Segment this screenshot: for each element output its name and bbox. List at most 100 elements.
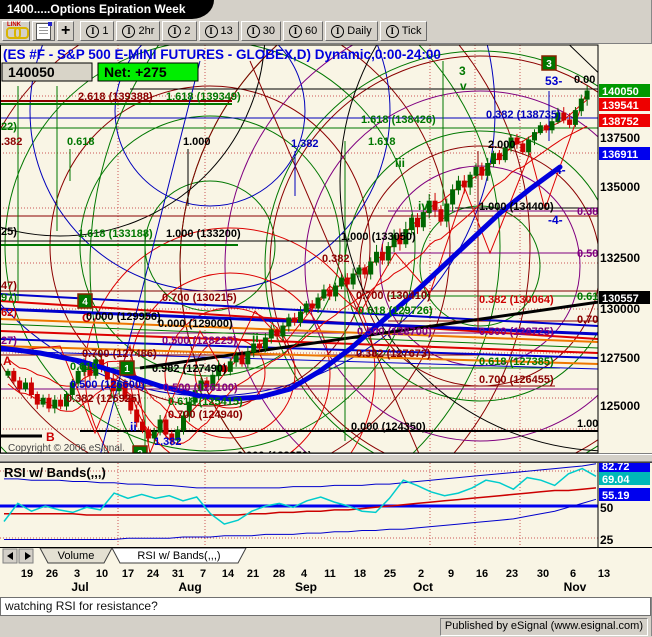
candle <box>239 355 245 365</box>
axis-tag: 130557 <box>602 293 639 305</box>
candle <box>216 365 222 376</box>
candle <box>116 382 122 392</box>
interval-icon: I <box>168 24 182 38</box>
fib-label: 0.00 <box>574 74 595 86</box>
axis-tag: 140050 <box>602 86 639 98</box>
fib-label: 1.00 <box>577 418 598 430</box>
candle <box>415 217 420 228</box>
fib-label: 0.38 <box>577 206 598 218</box>
fib-labels: 2.618 (139388) 1.618 (139349) 22) .382 0.618… <box>1 74 598 462</box>
candle <box>543 125 549 131</box>
candle <box>356 267 362 275</box>
candle <box>221 365 227 373</box>
fib-label: 47) <box>1 280 17 292</box>
lower-band <box>7 125 588 445</box>
axis-tag: 138752 <box>602 116 639 128</box>
rsi-panel-title: RSI w/ Bands(,,,) <box>4 465 106 480</box>
link-button[interactable]: LINK <box>2 21 30 41</box>
candle <box>549 121 555 131</box>
candle <box>432 200 438 211</box>
date-tick: 31 <box>172 568 184 580</box>
fib-label: 0.618 (129726) <box>358 305 433 317</box>
axis-label: 132500 <box>600 251 640 265</box>
candle <box>496 153 502 161</box>
date-tick: 13 <box>598 568 610 580</box>
fib-circles <box>0 45 598 453</box>
axis-tag-box <box>599 98 650 111</box>
tab-label: Volume <box>58 550 95 562</box>
wave-letter: ii <box>252 331 259 345</box>
interval-label: 1 <box>102 25 109 37</box>
interval-button-2hr[interactable]: I 2hr <box>116 21 161 41</box>
candle <box>444 203 450 222</box>
x-axis: 19 26 3 10 17 24 31 7 14 21 28 4 11 18 25 2 9 16 23 30 6 13 Ju… <box>21 568 610 594</box>
candle <box>420 212 426 228</box>
interval-icon: I <box>289 24 302 38</box>
candle <box>514 137 520 145</box>
axis-tag: 55.19 <box>602 490 630 502</box>
fib-label: 0.700 (130215) <box>162 292 237 304</box>
tab-rsi-w-bands-[interactable]: RSI w/ Bands(,,,) <box>111 547 247 564</box>
interval-label: 2hr <box>138 25 155 37</box>
candle <box>327 289 333 297</box>
upper-band <box>7 99 588 419</box>
month-label: Oct <box>413 580 433 594</box>
date-tick: 7 <box>200 568 206 580</box>
candle <box>303 303 309 313</box>
wave-letter: 3 <box>459 64 466 78</box>
candle <box>186 401 192 417</box>
candle <box>17 380 23 390</box>
candle <box>455 180 461 191</box>
interval-label: Tick <box>401 25 422 37</box>
fib-label: 0.618 <box>70 361 98 373</box>
fib-label: 25) <box>1 226 17 238</box>
candle <box>578 98 584 112</box>
interval-icon: I <box>86 24 100 38</box>
interval-button-daily[interactable]: I Daily <box>325 21 378 41</box>
rsi-lower-band <box>4 498 597 540</box>
chart-canvas[interactable]: 1234ABCiiiiiiiivv353-4--4-2.618 (139388)… <box>0 44 652 597</box>
fib-label: 1.000 (133200) <box>166 228 241 240</box>
candle <box>385 246 391 261</box>
interval-button-tick[interactable]: I Tick <box>379 21 428 41</box>
candle <box>40 397 46 405</box>
window-title-tab[interactable]: 1400.....Options Epiration Week <box>0 0 214 19</box>
candle <box>181 415 186 431</box>
properties-button[interactable] <box>32 21 55 41</box>
symbol-header: (ES #F - S&P 500 E-MINI FUTURES - GLOBEX… <box>3 47 441 62</box>
tab-scroll-right[interactable] <box>18 548 34 564</box>
panel-splitter[interactable] <box>0 453 652 463</box>
wave-letter: ii <box>130 420 137 434</box>
date-tick: 14 <box>222 568 235 580</box>
candle <box>227 361 233 372</box>
date-tick: 24 <box>147 568 160 580</box>
interval-button-group: I 1 I 2hr I 2 I 13 I 30 I 60 I Daily I Tick <box>80 21 428 41</box>
fib-label: 1.618 (139349) <box>166 91 241 103</box>
date-tick: 23 <box>506 568 518 580</box>
wave-letter: iii <box>395 156 405 170</box>
add-button[interactable]: + <box>57 21 75 41</box>
note-box[interactable]: watching RSI for resistance? <box>0 597 651 616</box>
fib-label: 0.70 <box>577 314 598 326</box>
date-tick: 18 <box>354 568 366 580</box>
fib-label: 0.382 (127673) <box>356 348 431 360</box>
fib-label: 22) <box>1 121 17 133</box>
candle <box>309 303 315 309</box>
fib-label: 0.50 <box>577 248 598 260</box>
pane-tabs: Volume RSI w/ Bands(,,,) <box>2 547 247 564</box>
candle <box>145 429 151 439</box>
tab-scroll-left[interactable] <box>2 548 18 564</box>
tab-volume[interactable]: Volume <box>39 547 113 564</box>
candle <box>233 355 239 363</box>
fib-label: 1.382 <box>291 138 319 150</box>
interval-button-30[interactable]: I 30 <box>240 21 281 41</box>
interval-button-60[interactable]: I 60 <box>283 21 324 41</box>
link-icon: LINK <box>6 22 29 39</box>
fib-label: .382 <box>1 136 22 148</box>
wave-box-label: 3 <box>546 59 552 70</box>
interval-button-13[interactable]: I 13 <box>198 21 239 41</box>
month-label: Jul <box>71 580 88 594</box>
fib-label: 0.382 (125925) <box>66 393 141 405</box>
